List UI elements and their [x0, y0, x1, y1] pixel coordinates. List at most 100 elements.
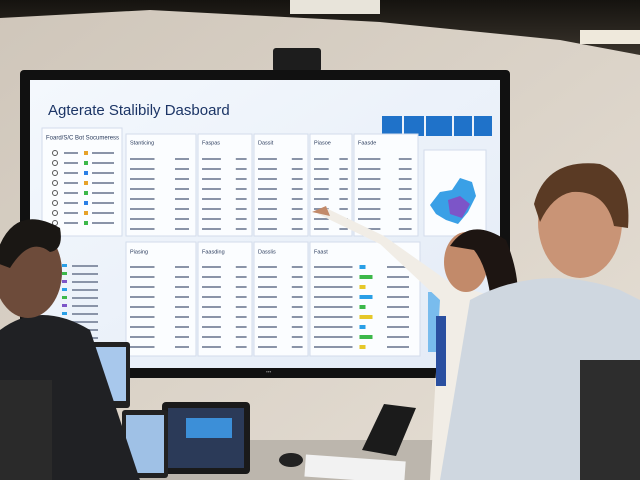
- table-panel: [125, 241, 197, 357]
- text-line: [358, 188, 381, 190]
- camera: [273, 48, 321, 72]
- cell-bar: [359, 265, 366, 269]
- text-line: [175, 228, 189, 230]
- mouse: [279, 453, 303, 467]
- hair: [0, 219, 61, 268]
- text-line: [202, 336, 221, 338]
- text-line: [291, 336, 303, 338]
- text-line: [72, 289, 98, 291]
- text-line: [258, 306, 277, 308]
- text-line: [314, 296, 353, 298]
- text-line: [175, 198, 189, 200]
- text-line: [202, 286, 221, 288]
- text-line: [398, 158, 412, 160]
- text-line: [314, 316, 353, 318]
- phone-stand: [362, 404, 416, 456]
- legend-swatch: [62, 312, 67, 315]
- text-line: [258, 178, 277, 180]
- text-line: [130, 346, 155, 348]
- text-line: [92, 212, 114, 214]
- text-line: [258, 188, 277, 190]
- text-line: [291, 286, 303, 288]
- text-line: [398, 168, 412, 170]
- text-line: [387, 316, 409, 318]
- text-line: [130, 198, 155, 200]
- text-line: [387, 276, 409, 278]
- text-line: [387, 336, 409, 338]
- panel-header: Dasslis: [258, 249, 276, 255]
- text-line: [258, 286, 277, 288]
- table-panel: [353, 133, 419, 237]
- text-line: [72, 313, 98, 315]
- text-line: [130, 228, 155, 230]
- text-line: [258, 218, 277, 220]
- chair: [0, 380, 52, 480]
- text-line: [64, 182, 78, 184]
- tool-button: [382, 116, 402, 136]
- text-line: [258, 198, 277, 200]
- text-line: [258, 276, 277, 278]
- status-dot: [52, 160, 58, 166]
- text-line: [235, 188, 247, 190]
- text-line: [398, 188, 412, 190]
- status-dot: [52, 150, 58, 156]
- text-line: [258, 266, 277, 268]
- text-line: [339, 228, 348, 230]
- status-dot: [52, 180, 58, 186]
- dashboard-title: Agterate Stalibily Dasboard: [48, 102, 230, 119]
- text-line: [291, 296, 303, 298]
- text-line: [202, 266, 221, 268]
- lanyard: [436, 316, 446, 386]
- text-line: [387, 296, 409, 298]
- status-icon: [84, 221, 88, 225]
- text-line: [291, 228, 303, 230]
- status-dot: [52, 170, 58, 176]
- text-line: [130, 296, 155, 298]
- text-line: [291, 306, 303, 308]
- text-line: [358, 218, 381, 220]
- cell-bar: [359, 335, 373, 339]
- text-line: [314, 228, 329, 230]
- text-line: [202, 296, 221, 298]
- text-line: [92, 202, 114, 204]
- status-icon: [84, 211, 88, 215]
- panel-header: Dassit: [258, 140, 274, 146]
- person-left: [0, 219, 140, 480]
- text-line: [235, 208, 247, 210]
- text-line: [258, 158, 277, 160]
- text-line: [387, 286, 409, 288]
- text-line: [175, 296, 189, 298]
- text-line: [235, 228, 247, 230]
- text-line: [291, 346, 303, 348]
- text-line: [291, 178, 303, 180]
- legend-swatch: [62, 280, 67, 283]
- legend-swatch: [62, 304, 67, 307]
- text-line: [92, 182, 114, 184]
- text-line: [130, 208, 155, 210]
- text-line: [291, 326, 303, 328]
- ceiling: [0, 0, 640, 55]
- text-line: [387, 266, 409, 268]
- text-line: [130, 276, 155, 278]
- tool-button: [426, 116, 452, 136]
- text-line: [202, 326, 221, 328]
- text-line: [291, 168, 303, 170]
- text-line: [314, 168, 329, 170]
- tool-button: [474, 116, 492, 136]
- panel-header: Faasding: [202, 249, 225, 255]
- text-line: [175, 286, 189, 288]
- panel-header: Piasoe: [314, 140, 331, 146]
- text-line: [130, 178, 155, 180]
- status-dot: [52, 200, 58, 206]
- legend-swatch: [62, 264, 67, 267]
- text-line: [398, 228, 412, 230]
- text-line: [235, 158, 247, 160]
- text-line: [358, 158, 381, 160]
- text-line: [339, 158, 348, 160]
- hair: [534, 163, 629, 228]
- panel-header: Piasing: [130, 249, 148, 255]
- text-line: [314, 306, 353, 308]
- text-line: [314, 276, 353, 278]
- text-line: [202, 228, 221, 230]
- text-line: [130, 158, 155, 160]
